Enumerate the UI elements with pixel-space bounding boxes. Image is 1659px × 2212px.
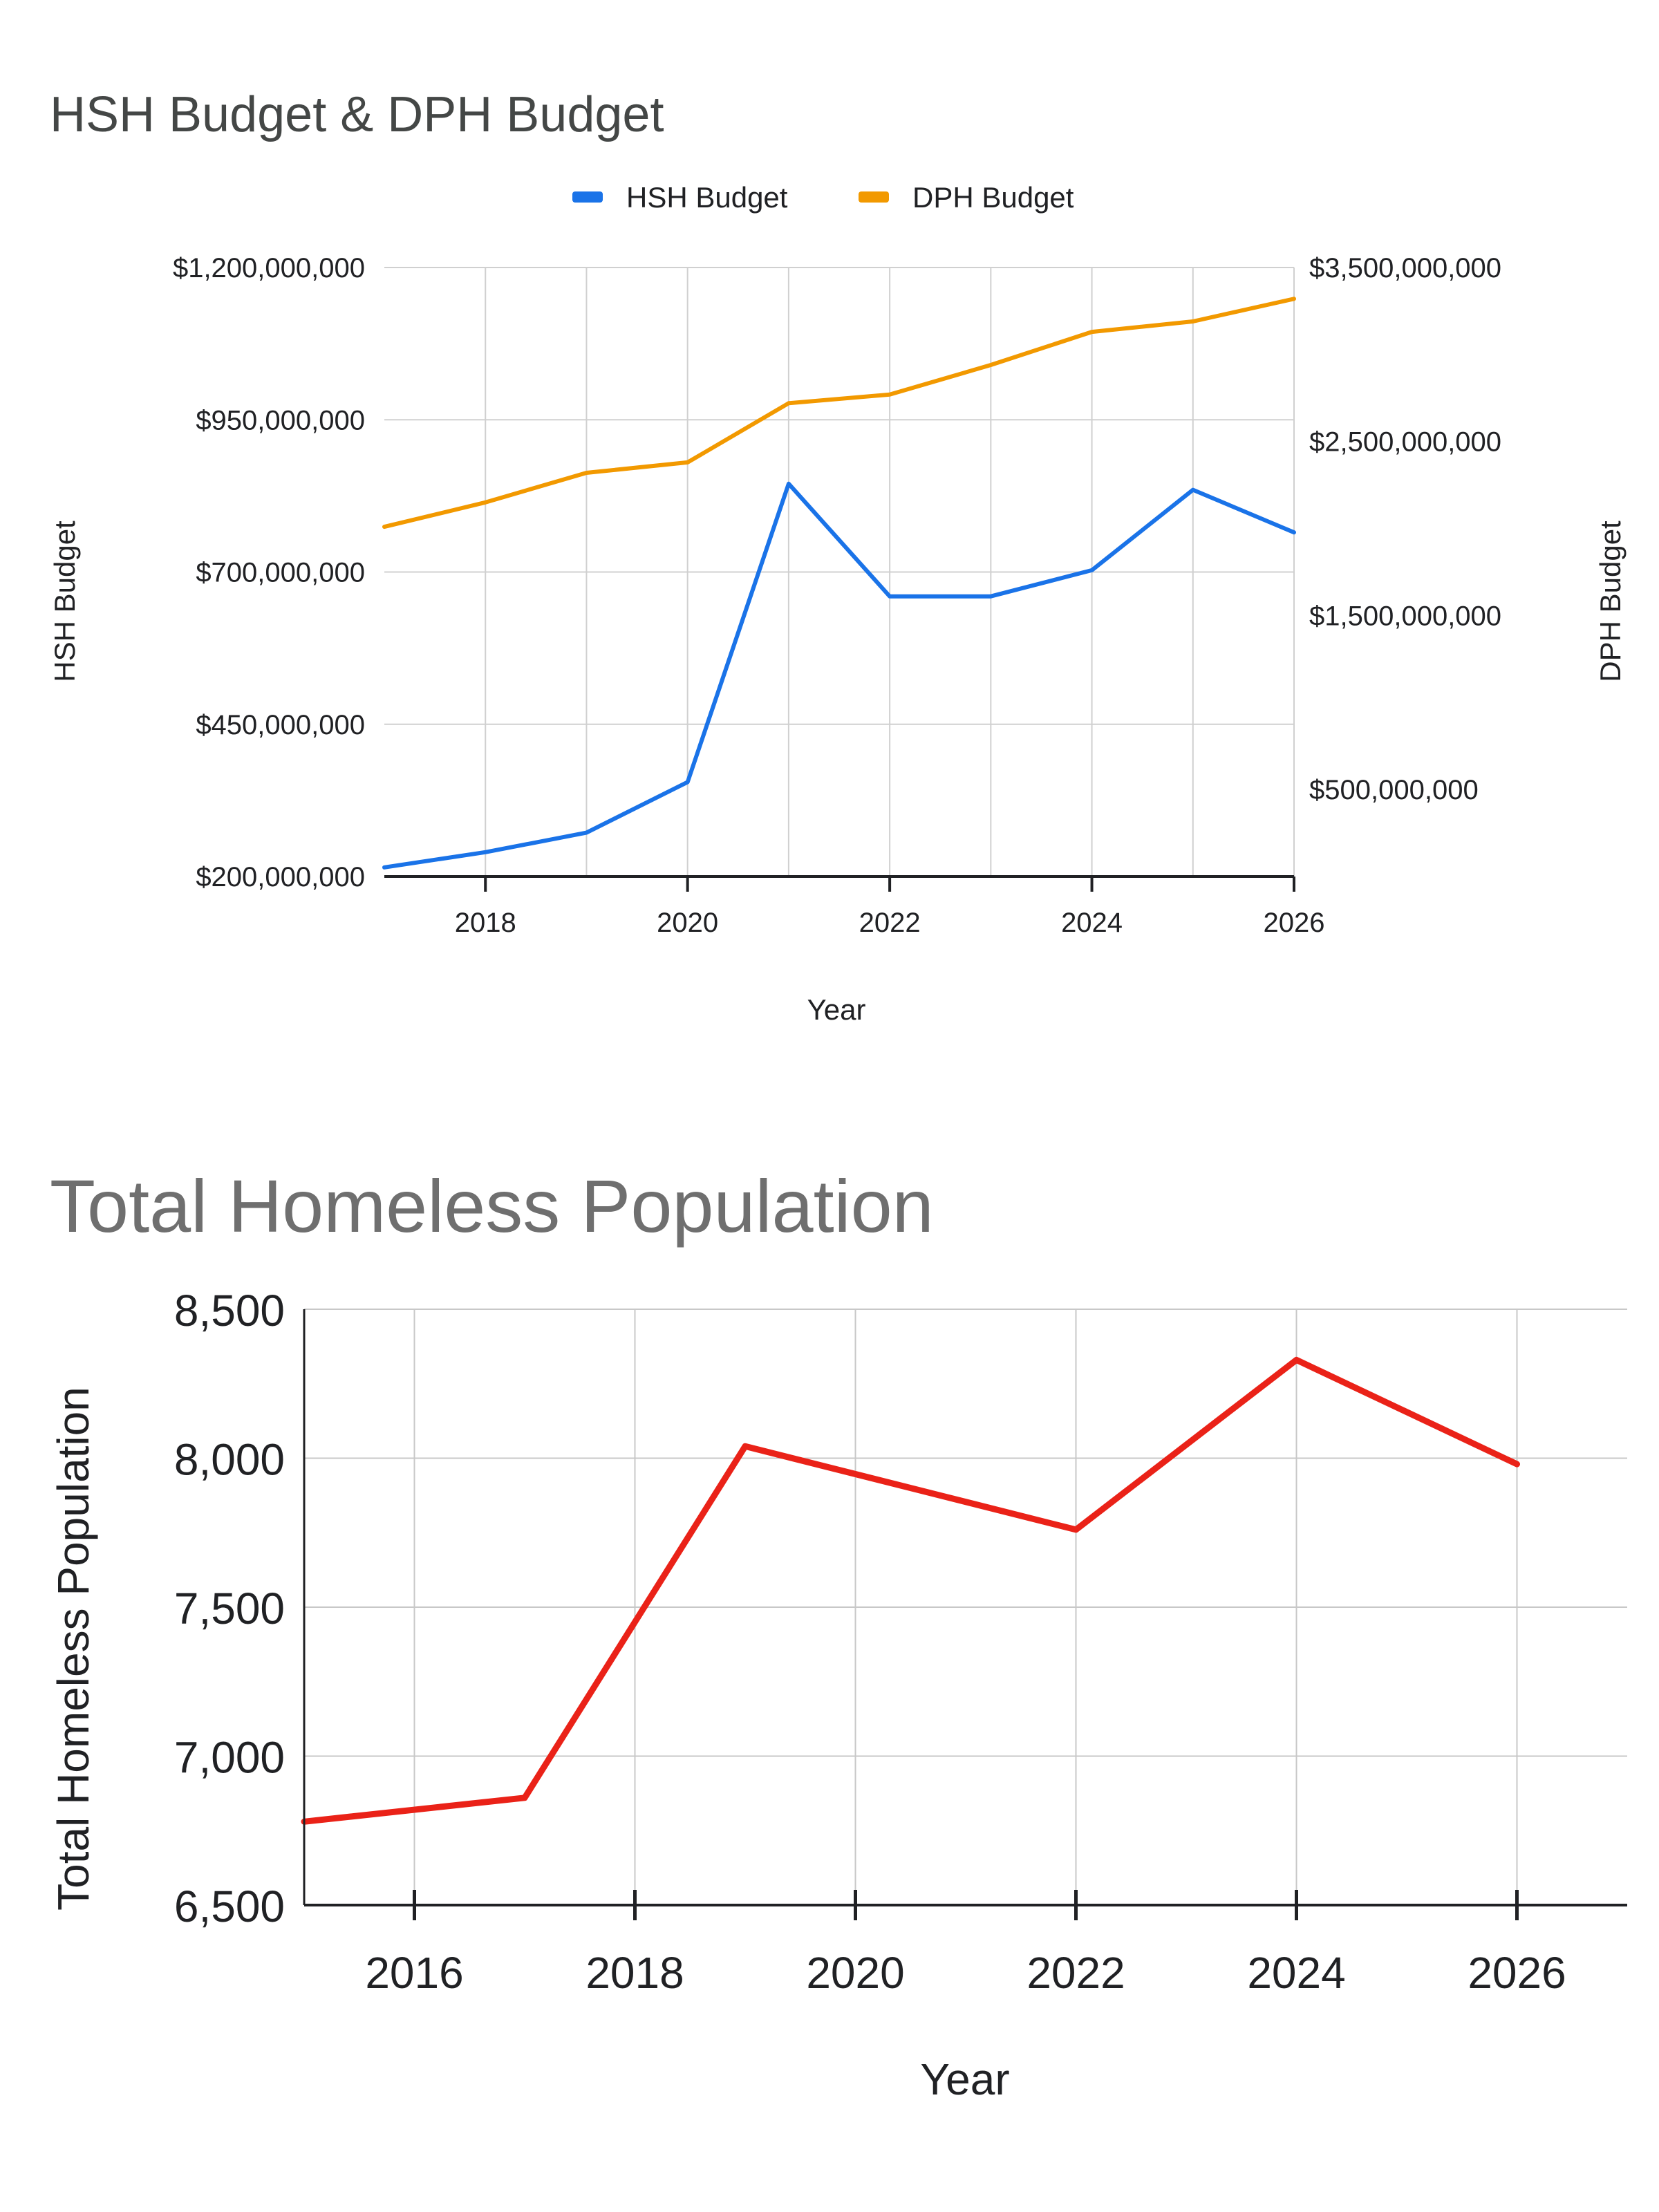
budget-x-tick-label: 2020	[657, 908, 718, 938]
budget-y-tick-left: $450,000,000	[196, 710, 365, 740]
budget-x-tick-label: 2018	[455, 908, 516, 938]
homeless-chart-title: Total Homeless Population	[50, 1164, 934, 1248]
budget-y-axis-title-right: DPH Budget	[1594, 521, 1627, 682]
homeless-y-tick-label: 8,000	[174, 1435, 285, 1485]
budget-chart-lines	[382, 297, 1296, 870]
homeless-y-tick-label: 6,500	[174, 1882, 285, 1931]
legend-swatch-hsh	[572, 191, 603, 203]
homeless-chart: Total Homeless Population 8,500 8,000 7,50…	[48, 1164, 1627, 2104]
budget-chart: HSH Budget & DPH Budget HSH Budget DPH B…	[48, 87, 1627, 1026]
budget-y-tick-right: $500,000,000	[1309, 775, 1479, 805]
budget-chart-grid	[384, 267, 1295, 877]
budget-chart-legend: HSH Budget DPH Budget	[572, 181, 1074, 214]
budget-chart-title: HSH Budget & DPH Budget	[50, 87, 664, 142]
budget-chart-axes: $1,200,000,000 $950,000,000 $700,000,000 $4…	[173, 253, 1501, 938]
budget-y-tick-left: $1,200,000,000	[173, 253, 365, 283]
homeless-chart-lines	[301, 1356, 1520, 1825]
budget-y-tick-left: $950,000,000	[196, 405, 365, 435]
budget-x-axis-title: Year	[807, 993, 866, 1026]
homeless-y-tick-label: 7,500	[174, 1584, 285, 1633]
homeless-x-tick-label: 2018	[585, 1948, 684, 1998]
homeless-chart-grid	[304, 1309, 1627, 1905]
budget-x-tick-label: 2024	[1061, 908, 1123, 938]
budget-y-tick-right: $1,500,000,000	[1309, 601, 1501, 631]
dph-budget-line	[382, 297, 1296, 529]
budget-y-tick-left: $700,000,000	[196, 558, 365, 588]
homeless-x-tick-label: 2016	[365, 1948, 463, 1998]
legend-label-hsh: HSH Budget	[626, 181, 788, 214]
homeless-x-tick-label: 2024	[1247, 1948, 1345, 1998]
budget-y-tick-left: $200,000,000	[196, 862, 365, 892]
homeless-y-tick-label: 8,500	[174, 1286, 285, 1335]
homeless-chart-axes: 8,500 8,000 7,500 7,000 6,500 2016 2018 2020 202…	[174, 1286, 1627, 1998]
legend-label-dph: DPH Budget	[912, 181, 1074, 214]
homeless-x-tick-label: 2026	[1468, 1948, 1566, 1998]
homeless-y-axis-title: Total Homeless Population	[48, 1387, 98, 1911]
budget-x-tick-label: 2026	[1264, 908, 1325, 938]
homeless-x-tick-label: 2022	[1027, 1948, 1125, 1998]
legend-swatch-dph	[859, 191, 889, 203]
homeless-population-line	[301, 1356, 1520, 1825]
homeless-x-axis-title: Year	[920, 2054, 1009, 2104]
homeless-y-tick-label: 7,000	[174, 1733, 285, 1783]
budget-x-tick-label: 2022	[859, 908, 921, 938]
budget-y-tick-right: $2,500,000,000	[1309, 427, 1501, 458]
budget-y-tick-right: $3,500,000,000	[1309, 253, 1501, 283]
hsh-budget-line	[382, 481, 1296, 870]
homeless-x-tick-label: 2020	[806, 1948, 904, 1998]
budget-y-axis-title-left: HSH Budget	[48, 521, 81, 682]
